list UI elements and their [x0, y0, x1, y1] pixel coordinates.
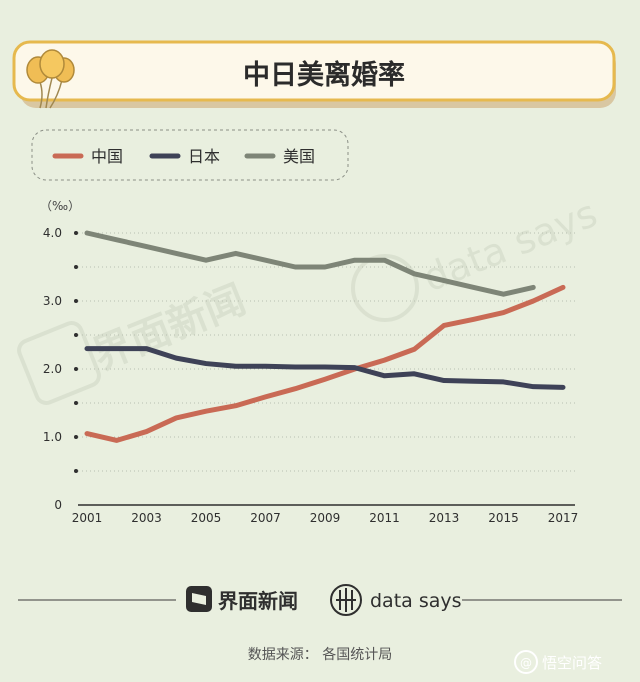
brand-name: 界面新闻 [218, 589, 298, 613]
jiemian-logo-icon [186, 586, 212, 612]
y-tick-label: 2.0 [43, 362, 62, 376]
y-tick-mark [74, 265, 78, 269]
legend-label: 美国 [283, 147, 315, 166]
y-tick-label: 1.0 [43, 430, 62, 444]
datasays-label: data says [370, 590, 462, 612]
y-tick-label: 0 [54, 498, 62, 512]
legend-label: 日本 [188, 147, 220, 166]
series-line-日本 [84, 346, 566, 390]
x-tick-label: 2003 [131, 511, 162, 525]
series-line-美国 [84, 230, 536, 297]
data-source: 数据来源： 各国统计局 [248, 647, 392, 663]
y-tick-mark [74, 299, 78, 303]
corner-badge-label: 悟空问答 [542, 654, 602, 672]
x-tick-label: 2001 [72, 511, 103, 525]
y-tick-mark [74, 469, 78, 473]
x-tick-label: 2013 [429, 511, 460, 525]
y-tick-mark [74, 333, 78, 337]
datasays-logo-icon [330, 584, 362, 616]
y-tick-label: 4.0 [43, 226, 62, 240]
corner-badge: @ 悟空问答 [514, 650, 602, 674]
y-tick-mark [74, 231, 78, 235]
x-tick-label: 2005 [191, 511, 222, 525]
page-title: 中日美离婚率 [243, 59, 405, 91]
y-tick-label: 3.0 [43, 294, 62, 308]
legend-frame [31, 129, 349, 181]
series-line-中国 [84, 284, 566, 443]
x-tick-label: 2009 [310, 511, 341, 525]
badge-icon: @ [520, 656, 532, 670]
title-banner: 中日美离婚率 [12, 40, 616, 109]
balloons-icon [26, 49, 75, 109]
x-tick-label: 2011 [369, 511, 400, 525]
title-banner-box [12, 40, 616, 102]
x-tick-label: 2015 [488, 511, 519, 525]
y-tick-mark [74, 367, 78, 371]
y-tick-mark [74, 401, 78, 405]
y-tick-mark [74, 435, 78, 439]
legend-label: 中国 [91, 147, 123, 166]
x-tick-label: 2017 [548, 511, 579, 525]
x-tick-label: 2007 [250, 511, 281, 525]
y-axis-unit: （‰） [40, 199, 80, 213]
